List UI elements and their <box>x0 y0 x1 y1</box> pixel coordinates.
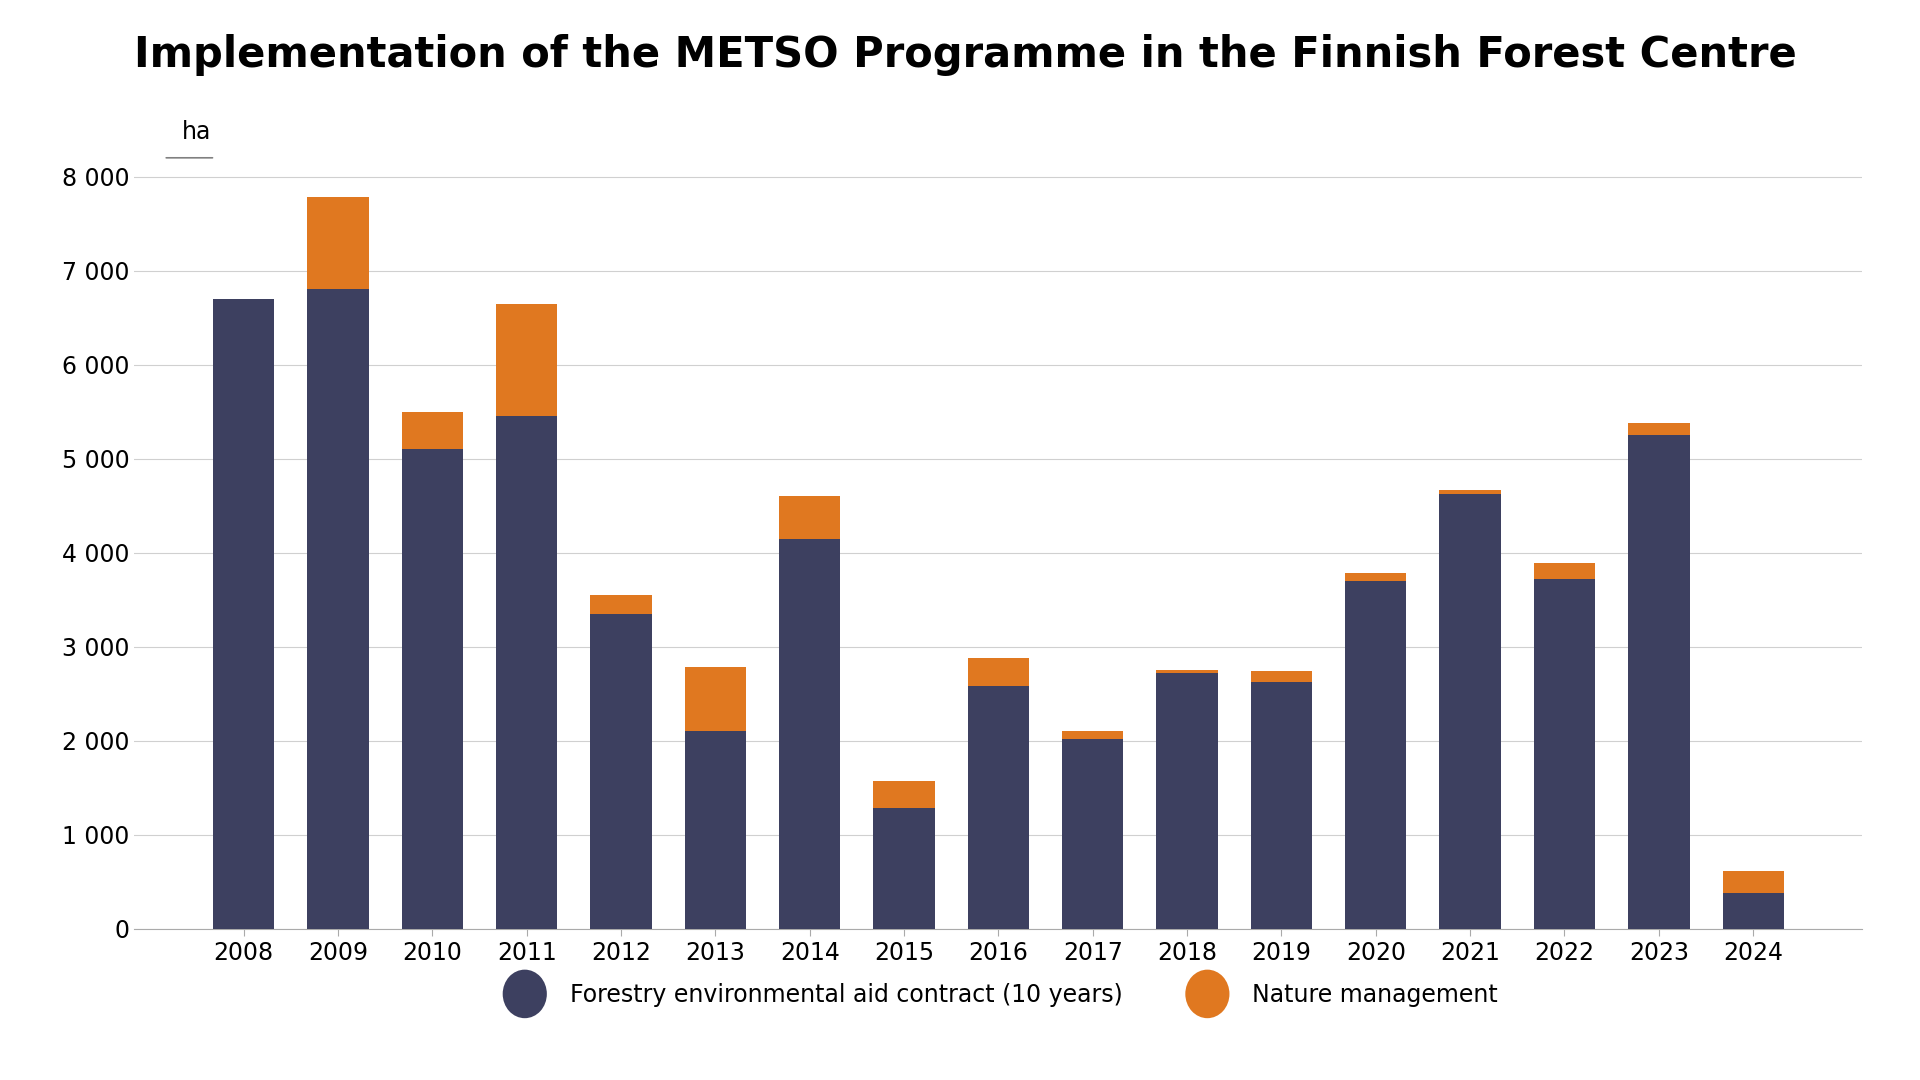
Bar <box>1346 581 1407 929</box>
Bar <box>874 809 935 929</box>
Bar <box>1062 731 1123 739</box>
Bar <box>874 781 935 809</box>
Legend: Forestry environmental aid contract (10 years), Nature management: Forestry environmental aid contract (10 … <box>488 967 1509 1021</box>
Bar <box>1250 671 1311 683</box>
Bar <box>780 497 841 539</box>
Bar <box>685 731 747 929</box>
Bar <box>1722 893 1784 929</box>
Bar <box>1628 435 1690 929</box>
Bar <box>1156 671 1217 673</box>
Bar <box>1062 739 1123 929</box>
Bar <box>589 595 651 613</box>
Bar <box>1534 579 1596 929</box>
Bar <box>780 539 841 929</box>
Bar <box>1346 573 1407 581</box>
Bar <box>307 289 369 929</box>
Bar <box>1722 872 1784 893</box>
Bar <box>1440 495 1501 929</box>
Bar <box>495 417 557 929</box>
Bar <box>307 198 369 289</box>
Text: ha: ha <box>182 120 211 144</box>
Bar <box>589 613 651 929</box>
Text: Implementation of the METSO Programme in the Finnish Forest Centre: Implementation of the METSO Programme in… <box>134 33 1797 76</box>
Bar <box>1628 423 1690 435</box>
Bar <box>968 658 1029 686</box>
Bar <box>1250 683 1311 929</box>
Bar <box>1534 563 1596 579</box>
Bar <box>495 303 557 417</box>
Bar <box>968 686 1029 929</box>
Bar <box>213 299 275 929</box>
Bar <box>685 667 747 731</box>
Bar <box>401 411 463 449</box>
Bar <box>401 449 463 929</box>
Bar <box>1156 673 1217 929</box>
Bar <box>1440 489 1501 495</box>
